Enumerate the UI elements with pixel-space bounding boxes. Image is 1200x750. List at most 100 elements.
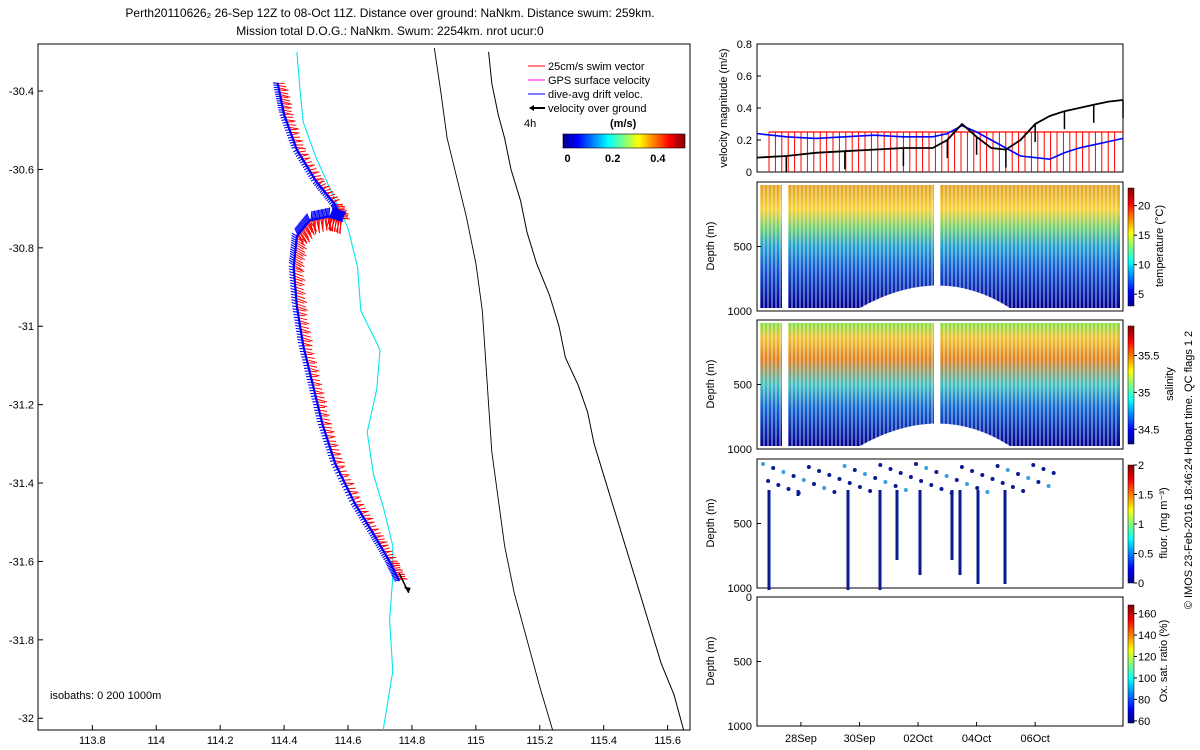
- swim-vector: [302, 157, 311, 160]
- swim-vector: [316, 218, 321, 234]
- temperature-colorbar-label: temperature (°C): [1154, 205, 1166, 287]
- swim-vector: [308, 367, 320, 372]
- swim-vector: [306, 359, 318, 363]
- fluorescence-point: [944, 474, 949, 478]
- time-x-axis: 28Sep 30Sep 02Oct 04Oct 06Oct: [785, 722, 1050, 745]
- drift-vector: [322, 208, 325, 218]
- swim-vector: [302, 227, 309, 238]
- swim-vector: [294, 255, 303, 261]
- swim-vector: [329, 445, 337, 448]
- swim-vector: [281, 100, 293, 105]
- swim-vector: [294, 275, 306, 281]
- fluorescence-point: [929, 483, 934, 487]
- temperature-colorbar: [1127, 187, 1135, 307]
- fluorescence-point: [1016, 472, 1020, 476]
- drift-vector: [295, 226, 300, 235]
- fluorescence-point: [883, 480, 888, 484]
- swim-vector: [301, 336, 313, 342]
- fluorescence-point: [832, 490, 837, 494]
- fluorescence-point: [1010, 485, 1015, 489]
- swim-vector: [297, 308, 306, 312]
- fluorescence-point: [847, 481, 852, 485]
- temperature-colorbar-ticks: 5 10 15 20: [1134, 201, 1150, 301]
- fluorescence-point: [1041, 467, 1046, 471]
- swim-vector: [295, 244, 304, 250]
- swim-vector: [315, 395, 325, 399]
- swim-vector: [295, 249, 307, 257]
- data-gap: [934, 185, 940, 308]
- swim-vector: [294, 260, 305, 268]
- swim-vector: [296, 303, 307, 308]
- swim-vector: [319, 412, 330, 416]
- swim-vector: [331, 217, 334, 232]
- velocity-lines: [756, 99, 1124, 172]
- swim-vector: [334, 460, 345, 464]
- swim-vector: [370, 528, 380, 530]
- swim-vector: [334, 218, 337, 233]
- drift-vector: [331, 208, 336, 218]
- swim-vector: [311, 378, 320, 382]
- map-x-tick-label: 114.4: [271, 735, 298, 747]
- colorbar-tick-label: 100: [1138, 673, 1156, 685]
- swim-vector: [295, 294, 306, 299]
- swim-vector: [324, 429, 335, 433]
- swim-vector: [301, 334, 311, 338]
- drift-vector: [314, 210, 317, 220]
- swim-vector: [306, 164, 315, 166]
- drift-vector: [328, 207, 331, 217]
- swim-vector: [307, 222, 315, 233]
- data-gap: [934, 323, 940, 446]
- swim-vector: [298, 317, 308, 321]
- swim-vector: [309, 373, 320, 377]
- swim-vector: [297, 311, 308, 316]
- swim-vector: [318, 409, 328, 412]
- swim-vector: [293, 262, 302, 268]
- drift-vector: [330, 207, 335, 218]
- colorbar-tick-label: 35.5: [1138, 351, 1159, 363]
- colorbar-tick-label: 160: [1138, 609, 1156, 621]
- drift-vector: [326, 207, 329, 217]
- map-colorbar-tick-label: 0.4: [650, 153, 666, 165]
- isobaths-label: isobaths: 0 200 1000m: [50, 690, 161, 702]
- fluorescence-point: [980, 473, 985, 477]
- swim-vector: [298, 150, 306, 153]
- drift-vector: [329, 207, 335, 218]
- shallow-dive-gap: [860, 285, 1010, 308]
- swim-vector: [302, 339, 311, 343]
- oxygen-y-axis: 0 500 1000: [728, 592, 761, 733]
- swim-vector: [302, 342, 313, 347]
- swim-vector: [296, 300, 305, 304]
- map-axes-frame: [37, 43, 691, 731]
- swim-vector: [290, 131, 300, 134]
- map-x-tick-label: 114.6: [335, 735, 362, 747]
- swim-vector: [281, 102, 290, 106]
- swim-vector: [300, 331, 309, 334]
- isobath-1000m-line: [296, 51, 394, 730]
- fluorescence-point: [857, 485, 862, 489]
- swim-vector: [323, 426, 333, 429]
- swim-vector: [279, 93, 291, 98]
- swim-vector: [308, 221, 314, 231]
- swim-vector: [309, 370, 318, 373]
- fluorescence-point: [837, 477, 842, 481]
- fluorescence-point: [898, 471, 903, 475]
- drift-vector: [311, 210, 314, 220]
- map-x-tick-label: 114: [147, 735, 165, 747]
- fluorescence-point: [776, 483, 781, 487]
- swim-vector: [285, 119, 296, 122]
- swim-vector: [282, 105, 292, 109]
- drift-vector: [325, 208, 328, 218]
- map-x-tick-label: 113.8: [79, 735, 106, 747]
- drift-vector: [310, 211, 313, 221]
- fluorescence-point: [766, 479, 771, 483]
- swim-vector: [313, 175, 321, 178]
- data-gap: [782, 323, 788, 446]
- colorbar-tick-label: 5: [1138, 289, 1144, 301]
- fluorescence-point: [903, 488, 908, 492]
- swim-vector: [321, 420, 333, 425]
- drift-vector: [302, 217, 307, 226]
- colorbar-tick-label: 20: [1138, 201, 1150, 213]
- swim-vector: [304, 225, 312, 237]
- fluorescence-point: [827, 473, 832, 477]
- map-y-axis: -30.4 -30.6 -30.8 -31 -31.2 -31.4 -31.6 -31.8 -3…: [9, 86, 43, 725]
